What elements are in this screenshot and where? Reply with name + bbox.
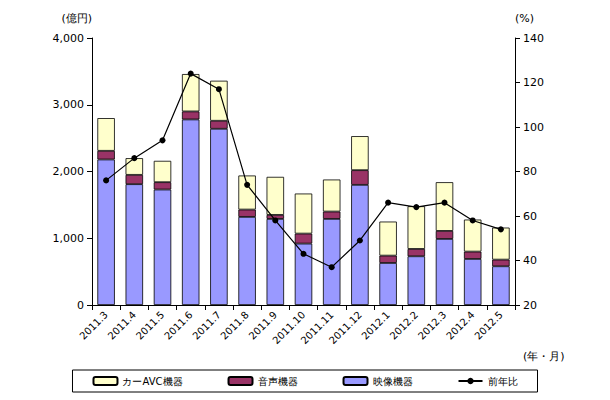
- svg-text:40: 40: [523, 254, 537, 267]
- svg-text:1,000: 1,000: [53, 232, 85, 245]
- svg-text:4,000: 4,000: [53, 32, 85, 45]
- svg-text:(年・月): (年・月): [523, 350, 565, 363]
- svg-text:音声機器: 音声機器: [258, 376, 298, 387]
- svg-text:2011.4: 2011.4: [106, 309, 138, 341]
- svg-text:2012.2: 2012.2: [388, 309, 420, 341]
- svg-text:2,000: 2,000: [53, 165, 85, 178]
- svg-text:2011.11: 2011.11: [298, 309, 336, 347]
- svg-text:2011.12: 2011.12: [327, 309, 364, 346]
- svg-text:2011.3: 2011.3: [78, 309, 110, 341]
- svg-text:80: 80: [523, 165, 537, 178]
- svg-text:2012.3: 2012.3: [416, 309, 448, 341]
- svg-text:(%): (%): [515, 12, 534, 25]
- svg-text:0: 0: [77, 299, 84, 312]
- svg-text:2012.5: 2012.5: [472, 309, 504, 341]
- svg-text:20: 20: [523, 299, 537, 312]
- svg-text:前年比: 前年比: [488, 376, 518, 387]
- svg-text:2011.10: 2011.10: [270, 309, 308, 347]
- svg-text:2011.6: 2011.6: [162, 309, 194, 341]
- svg-text:2011.9: 2011.9: [246, 309, 280, 342]
- svg-text:カーAVC機器: カーAVC機器: [122, 376, 182, 387]
- svg-text:2012.1: 2012.1: [360, 309, 392, 341]
- svg-text:120: 120: [523, 76, 544, 89]
- svg-text:2011.7: 2011.7: [190, 309, 222, 341]
- svg-text:140: 140: [523, 32, 544, 45]
- svg-text:2011.8: 2011.8: [219, 309, 251, 341]
- svg-text:(億円): (億円): [61, 12, 92, 25]
- svg-text:60: 60: [523, 210, 537, 223]
- svg-text:3,000: 3,000: [53, 98, 85, 111]
- svg-text:100: 100: [523, 121, 544, 134]
- svg-text:映像機器: 映像機器: [373, 376, 413, 387]
- svg-text:2012.4: 2012.4: [444, 309, 476, 341]
- svg-text:2011.5: 2011.5: [134, 309, 166, 341]
